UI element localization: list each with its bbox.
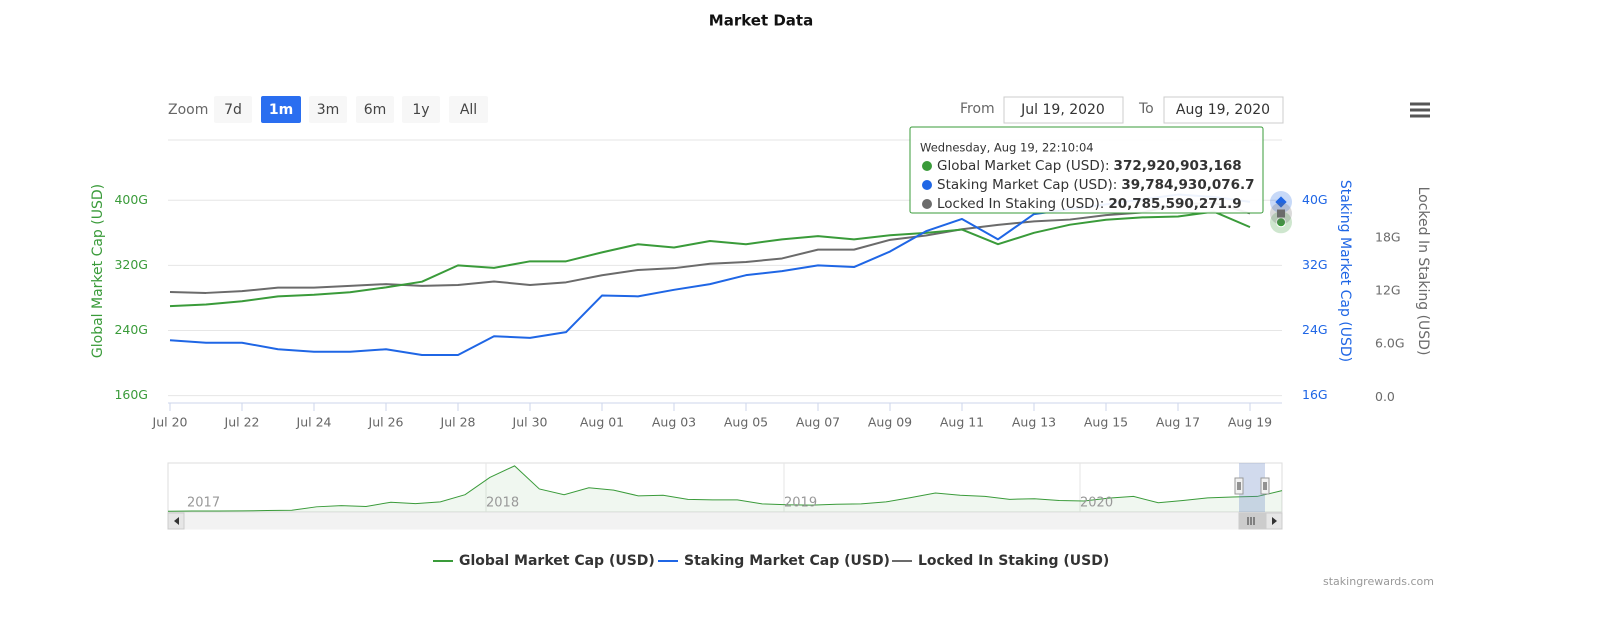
from-label: From	[960, 101, 995, 117]
navigator-year: 2019	[784, 496, 817, 511]
y3-axis-title: Locked In Staking (USD)	[1415, 187, 1431, 356]
x-tick-label: Aug 05	[724, 415, 768, 430]
to-input[interactable]	[1163, 96, 1284, 124]
zoom-button[interactable]	[214, 96, 252, 123]
x-tick-label: Aug 19	[1228, 415, 1272, 430]
hover-marker	[1275, 196, 1287, 208]
menu-button[interactable]	[1404, 96, 1436, 124]
tooltip-label: Locked In Staking (USD):	[937, 196, 1104, 212]
y-tick-label: 0.0	[1375, 389, 1395, 404]
to-label: To	[1138, 101, 1154, 117]
navigator-year: 2020	[1080, 496, 1113, 511]
hover-marker	[1277, 209, 1285, 218]
tooltip-value: 372,920,903,168	[1114, 158, 1242, 174]
tooltip-value: 20,785,590,271.9	[1108, 196, 1241, 212]
tooltip-row: Locked In Staking (USD): 20,785,590,271.9	[937, 196, 1242, 212]
y-tick-label: 12G	[1375, 283, 1401, 298]
y-tick-label: 240G	[114, 322, 148, 337]
zoom-button-label: 7d	[224, 102, 242, 118]
y-tick-label: 320G	[114, 257, 148, 272]
x-tick-label: Jul 24	[296, 415, 332, 430]
tooltip: Wednesday, Aug 19, 22:10:04 Global Market…	[909, 126, 1264, 214]
legend-label[interactable]: Locked In Staking (USD)	[918, 553, 1109, 569]
navigator-handle[interactable]	[1234, 477, 1244, 495]
navigator-year: 2017	[187, 496, 220, 511]
tooltip-row: Global Market Cap (USD): 372,920,903,168	[937, 158, 1242, 174]
navigator-handle[interactable]	[1260, 477, 1270, 495]
y-tick-label: 24G	[1302, 322, 1328, 337]
tooltip-value: 39,784,930,076.7	[1121, 177, 1254, 193]
y-tick-label: 160G	[114, 387, 148, 402]
tooltip-dot	[922, 161, 932, 171]
chart-title: Market Data	[709, 12, 813, 30]
x-tick-label: Jul 28	[440, 415, 476, 430]
zoom-button-label: 3m	[317, 102, 340, 118]
y-tick-label: 400G	[114, 192, 148, 207]
tooltip-dot	[922, 199, 932, 209]
tooltip-label: Staking Market Cap (USD):	[937, 177, 1117, 193]
zoom-label: Zoom	[168, 102, 208, 118]
to-value: Aug 19, 2020	[1176, 102, 1270, 118]
legend-label[interactable]: Global Market Cap (USD)	[459, 553, 655, 569]
y2-axis-title: Staking Market Cap (USD)	[1337, 180, 1353, 362]
x-tick-label: Aug 15	[1084, 415, 1128, 430]
tooltip-label: Global Market Cap (USD):	[937, 158, 1110, 174]
navigator-frame	[167, 462, 1283, 513]
y-tick-label: 18G	[1375, 230, 1401, 245]
x-tick-label: Jul 20	[152, 415, 188, 430]
scrollbar-thumb[interactable]	[1238, 512, 1266, 530]
y-tick-label: 6.0G	[1375, 336, 1405, 351]
x-tick-label: Aug 11	[940, 415, 984, 430]
y-tick-label: 32G	[1302, 257, 1328, 272]
zoom-button-label: 1y	[412, 102, 429, 118]
credit: stakingrewards.com	[1323, 575, 1434, 588]
legend-label[interactable]: Staking Market Cap (USD)	[684, 553, 890, 569]
tooltip-box	[909, 126, 1264, 214]
x-tick-label: Aug 13	[1012, 415, 1056, 430]
x-tick-label: Jul 22	[224, 415, 260, 430]
from-input[interactable]	[1003, 96, 1124, 124]
series-line	[169, 210, 1251, 308]
navigator-year: 2018	[486, 496, 519, 511]
x-tick-label: Jul 26	[368, 415, 404, 430]
series-line	[169, 201, 1251, 294]
zoom-button[interactable]	[309, 96, 347, 123]
zoom-button-label: 1m	[269, 102, 293, 118]
scrollbar-arrow	[174, 517, 179, 525]
x-tick-label: Aug 03	[652, 415, 696, 430]
zoom-button[interactable]	[402, 96, 440, 123]
scrollbar-arrow	[1272, 517, 1277, 525]
zoom-button[interactable]	[356, 96, 394, 123]
from-value: Jul 19, 2020	[1020, 102, 1105, 118]
scrollbar-track	[167, 512, 1283, 530]
x-tick-label: Aug 07	[796, 415, 840, 430]
zoom-button-label: 6m	[364, 102, 387, 118]
x-tick-label: Aug 17	[1156, 415, 1200, 430]
x-tick-label: Aug 09	[868, 415, 912, 430]
zoom-button[interactable]	[449, 96, 488, 123]
zoom-button[interactable]	[261, 96, 301, 123]
x-tick-label: Jul 30	[512, 415, 548, 430]
hover-marker	[1276, 217, 1286, 228]
navigator-line	[167, 465, 1283, 512]
x-tick-label: Aug 01	[580, 415, 624, 430]
tooltip-dot	[922, 180, 932, 190]
tooltip-header: Wednesday, Aug 19, 22:10:04	[920, 141, 1094, 155]
y-tick-label: 40G	[1302, 192, 1328, 207]
tooltip-row: Staking Market Cap (USD): 39,784,930,076.…	[937, 177, 1255, 193]
y-tick-label: 16G	[1302, 387, 1328, 402]
zoom-button-label: All	[460, 102, 477, 118]
y-axis-title: Global Market Cap (USD)	[90, 184, 106, 358]
